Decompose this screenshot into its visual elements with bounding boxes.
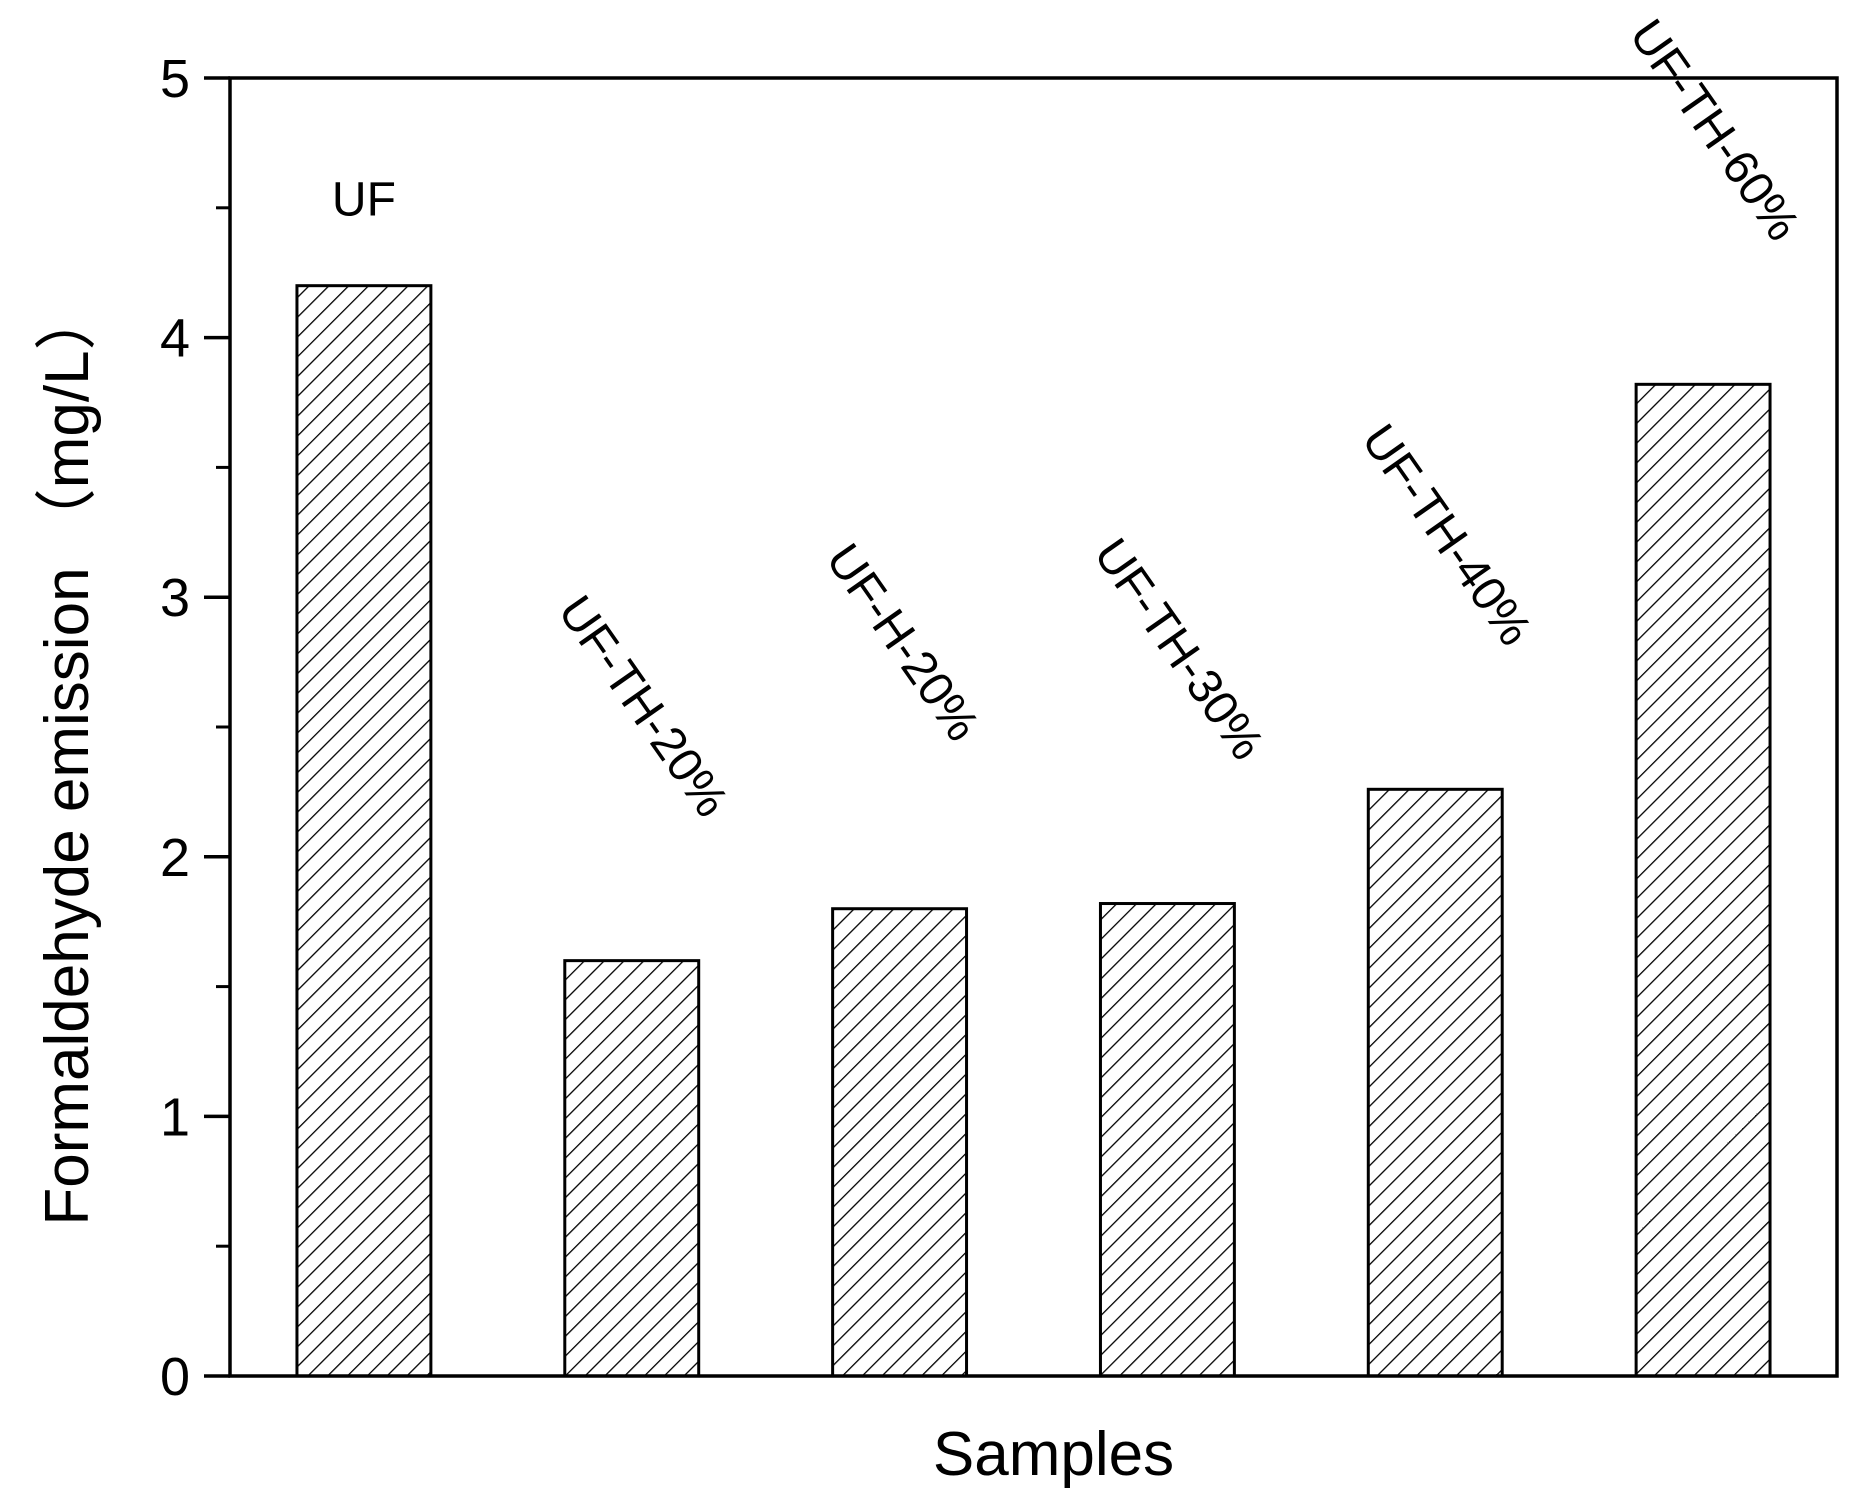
bar-3 bbox=[831, 907, 969, 1378]
y-tick-label: 0 bbox=[160, 1347, 190, 1407]
plot-frame bbox=[228, 76, 1839, 1378]
bars-group bbox=[295, 284, 1772, 1378]
y-tick-label: 1 bbox=[160, 1087, 190, 1147]
y-tick-label: 2 bbox=[160, 828, 190, 888]
x-axis-title: Samples bbox=[933, 1420, 1174, 1489]
bar-label: UF-H-20% bbox=[816, 535, 989, 751]
bar-5 bbox=[1366, 787, 1504, 1378]
bar-labels-group: UF UF-TH-20% UF-H-20% UF-TH-30% UF-TH-40% UF-… bbox=[332, 10, 1809, 826]
y-axis-ticks: 0 1 2 3 4 5 bbox=[160, 49, 230, 1407]
y-tick-label: 5 bbox=[160, 49, 190, 109]
bar-4 bbox=[1098, 902, 1236, 1378]
bar-label: UF-TH-20% bbox=[548, 587, 738, 827]
y-tick-label: 3 bbox=[160, 568, 190, 628]
bar-label: UF-TH-30% bbox=[1083, 529, 1273, 769]
bar-label: UF-TH-60% bbox=[1619, 10, 1809, 250]
y-tick-label: 4 bbox=[160, 309, 190, 369]
bar-label: UF-TH-40% bbox=[1351, 415, 1541, 655]
y-axis-title: Formaldehyde emission （mg/L） bbox=[33, 288, 102, 1225]
bar-1 bbox=[295, 284, 433, 1378]
bar-2 bbox=[563, 959, 701, 1378]
bar-label: UF bbox=[332, 174, 396, 227]
bar-6 bbox=[1634, 382, 1772, 1378]
